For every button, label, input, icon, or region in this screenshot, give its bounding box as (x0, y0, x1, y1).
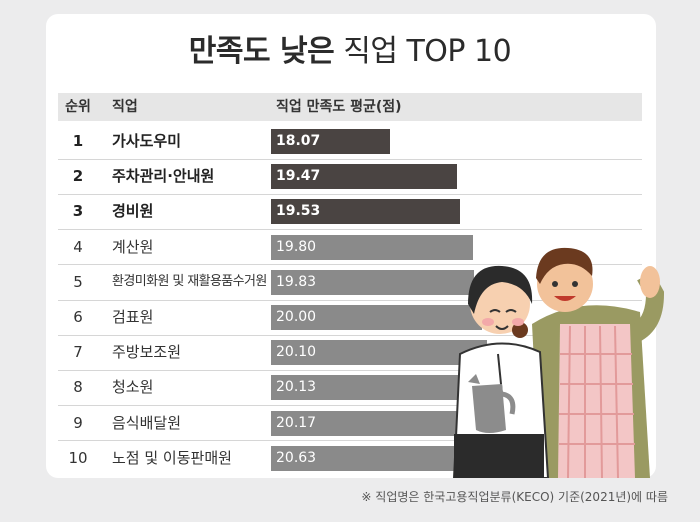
bar-value-label: 20.17 (276, 414, 317, 431)
row-divider (58, 369, 642, 371)
job-label: 노점 및 이동판매원 (112, 448, 232, 467)
rank-label: 5 (73, 272, 83, 291)
row-divider (58, 405, 642, 407)
table-header (58, 93, 642, 121)
row-divider (58, 334, 642, 336)
bar (271, 375, 489, 401)
bar-value-label: 20.13 (276, 379, 317, 396)
job-label: 경비원 (112, 202, 154, 221)
rank-label: 8 (73, 378, 83, 397)
footnote: ※ 직업명은 한국고용직업분류(KECO) 기준(2021년)에 따름 (361, 490, 668, 504)
bar (271, 340, 487, 366)
page-title: 만족도 낮은 직업 TOP 10 (0, 26, 700, 70)
title-light: 직업 TOP 10 (343, 34, 512, 69)
row-divider (58, 264, 642, 266)
row-divider (58, 193, 642, 195)
job-label: 가사도우미 (112, 132, 182, 150)
header-rank: 순위 (65, 99, 91, 115)
bar (271, 305, 483, 330)
header-value: 직업 만족도 평균(점) (276, 99, 402, 115)
row-divider (58, 158, 642, 160)
job-label: 계산원 (112, 237, 154, 256)
job-label: 검표원 (112, 308, 154, 326)
bar-value-label: 19.53 (276, 203, 321, 220)
bar-value-label: 20.00 (276, 309, 317, 325)
header-job: 직업 (112, 99, 138, 115)
job-label: 주차관리·안내원 (112, 167, 215, 186)
job-label: 음식배달원 (112, 413, 182, 432)
bar (271, 234, 473, 260)
bar-value-label: 18.07 (276, 133, 321, 149)
rank-label: 7 (73, 343, 83, 362)
bar-value-label: 19.47 (276, 168, 321, 185)
row-divider (58, 229, 642, 231)
rank-label: 9 (73, 413, 83, 432)
title-bold: 만족도 낮은 (188, 34, 335, 69)
row-divider (58, 440, 642, 442)
bar (271, 164, 457, 190)
bar (271, 199, 460, 225)
job-label: 청소원 (112, 378, 154, 397)
bar (271, 269, 475, 295)
bar-value-label: 19.83 (276, 273, 317, 290)
bar-value-label: 20.63 (276, 449, 317, 466)
rank-label: 6 (73, 308, 83, 326)
bar-value-label: 19.80 (276, 238, 317, 255)
bar (271, 410, 491, 436)
rank-label: 10 (68, 448, 88, 467)
couple-illustration-icon (452, 247, 665, 478)
job-label: 주방보조원 (112, 343, 182, 362)
job-label: 환경미화원 및 재활용품수거원 (112, 273, 267, 289)
bar-value-label: 20.10 (276, 344, 317, 361)
rank-label: 1 (72, 132, 84, 150)
bar (271, 129, 390, 154)
row-divider (58, 299, 642, 301)
rank-label: 3 (72, 202, 84, 221)
rank-label: 4 (73, 237, 83, 256)
rank-label: 2 (72, 167, 84, 186)
